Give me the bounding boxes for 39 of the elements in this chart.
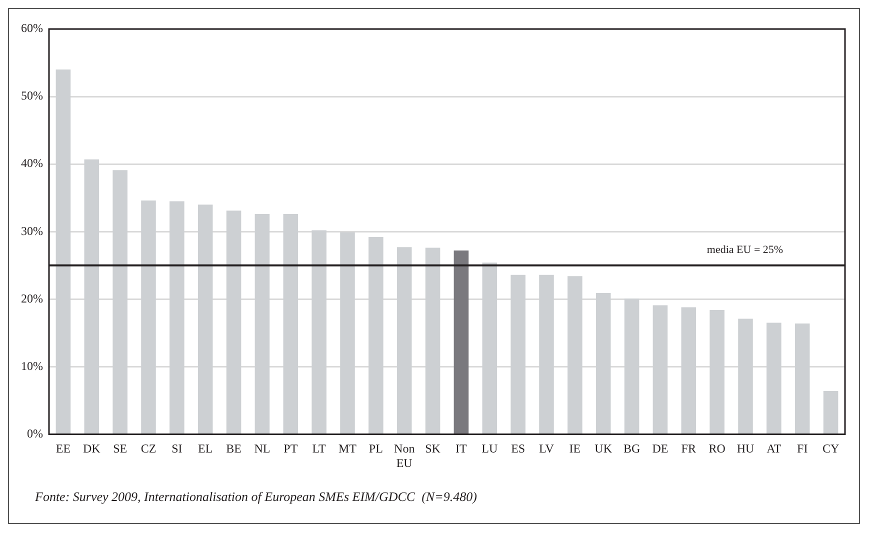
- x-tick-label: BE: [226, 442, 242, 456]
- x-tick-label: EE: [56, 442, 71, 456]
- y-tick-label: 50%: [20, 88, 43, 103]
- x-tick-label: DE: [652, 442, 668, 456]
- x-tick-label: NL: [254, 442, 270, 456]
- x-tick-label: AT: [766, 442, 782, 456]
- x-tick-label: SI: [172, 442, 182, 456]
- x-tick-label: IE: [569, 442, 581, 456]
- x-tick-label: EL: [198, 442, 213, 456]
- ref-line-label: media EU = 25%: [706, 244, 784, 256]
- x-tick-label: RO: [708, 442, 726, 456]
- x-tick-label: DK: [82, 442, 101, 456]
- bar: [454, 250, 469, 434]
- y-tick-label: 40%: [20, 156, 43, 170]
- y-tick-label: 0%: [26, 426, 43, 440]
- x-tick-label: PL: [368, 442, 383, 456]
- y-tick-label: 60%: [20, 21, 43, 36]
- x-tick-label: CZ: [140, 442, 156, 456]
- x-tick-label: PT: [284, 442, 298, 456]
- y-tick-label: 20%: [20, 291, 43, 306]
- x-tick-label: LT: [312, 442, 327, 456]
- x-tick-label: SK: [425, 442, 441, 456]
- y-tick-label: 10%: [20, 358, 43, 373]
- y-tick-label: 30%: [20, 224, 43, 238]
- x-tick-label: FR: [681, 442, 696, 456]
- x-tick-label: BG: [623, 442, 640, 456]
- x-tick-label: LU: [482, 442, 498, 456]
- x-tick-label: LV: [539, 442, 554, 456]
- x-tick-label: Non EU: [394, 442, 415, 470]
- x-tick-label: HU: [736, 442, 754, 456]
- x-tick-label: MT: [338, 442, 358, 456]
- x-tick-label: SE: [113, 442, 128, 456]
- x-tick-label: CY: [822, 442, 840, 456]
- x-tick-label: UK: [594, 442, 612, 456]
- source-note: Fonte: Survey 2009, Internationalisation of European SMEs EIM/GDCC (N=9.480): [35, 489, 478, 505]
- x-tick-label: ES: [511, 442, 526, 456]
- bar: [823, 390, 838, 434]
- x-tick-label: FI: [797, 442, 808, 456]
- x-tick-label: IT: [456, 442, 468, 456]
